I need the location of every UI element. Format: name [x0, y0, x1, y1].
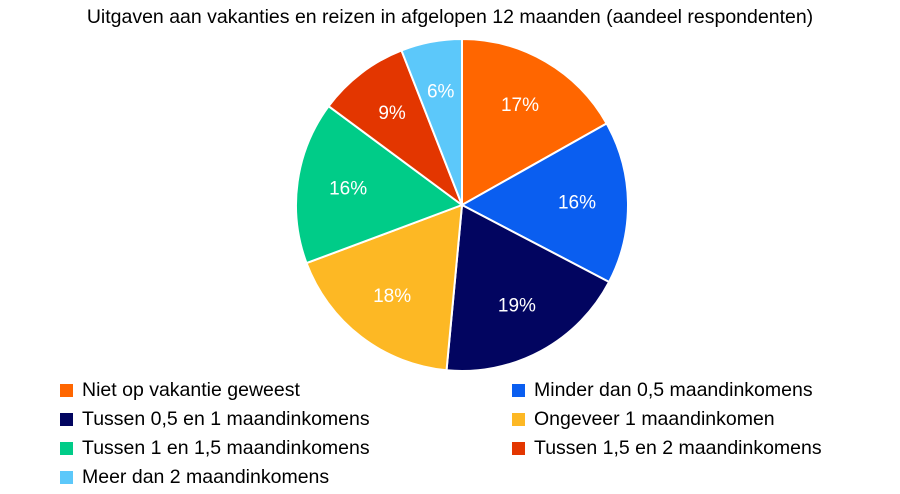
legend-item-5: Tussen 1 en 1,5 maandinkomens: [60, 435, 512, 461]
pie-slice-4: [305, 204, 463, 372]
data-label-3: 19%: [498, 296, 536, 317]
data-label-2: 16%: [558, 193, 596, 214]
pie-slice-1: [461, 38, 608, 206]
legend-swatch: [60, 412, 73, 426]
legend-label: Meer dan 2 maandinkomens: [82, 465, 330, 488]
data-label-7: 6%: [427, 82, 455, 103]
legend-item-7: Meer dan 2 maandinkomens: [60, 464, 512, 490]
pie-slice-2: [461, 122, 629, 283]
legend-swatch: [512, 412, 525, 426]
legend-swatch: [60, 470, 73, 484]
legend-label: Minder dan 0,5 maandinkomens: [534, 378, 813, 401]
legend-label: Tussen 1,5 en 2 maandinkomens: [534, 436, 822, 459]
legend-item-6: Tussen 1,5 en 2 maandinkomens: [512, 435, 880, 461]
legend-swatch: [512, 383, 525, 397]
pie-slice-3: [445, 204, 611, 372]
pie-chart: 17% 16% 19% 18% 16% 9% 6%: [295, 38, 629, 372]
chart-title: Uitgaven aan vakanties en reizen in afge…: [86, 6, 814, 28]
data-label-6: 9%: [378, 103, 406, 124]
legend-label: Tussen 0,5 en 1 maandinkomens: [82, 407, 370, 430]
pie-slice-7: [400, 38, 463, 206]
pie-slice-6: [327, 49, 463, 206]
legend-swatch: [60, 441, 73, 455]
data-label-1: 17%: [501, 95, 539, 116]
legend-label: Niet op vakantie geweest: [82, 378, 300, 401]
legend-item-2: Minder dan 0,5 maandinkomens: [512, 377, 880, 403]
legend-label: Tussen 1 en 1,5 maandinkomens: [82, 436, 370, 459]
legend-item-1: Niet op vakantie geweest: [60, 377, 512, 403]
legend-swatch: [512, 441, 525, 455]
legend-swatch: [60, 383, 73, 397]
legend-item-4: Ongeveer 1 maandinkomen: [512, 406, 880, 432]
legend-item-3: Tussen 0,5 en 1 maandinkomens: [60, 406, 512, 432]
data-label-4: 18%: [373, 286, 411, 307]
data-label-5: 16%: [329, 179, 367, 200]
legend-label: Ongeveer 1 maandinkomen: [534, 407, 775, 430]
legend: Niet op vakantie geweest Minder dan 0,5 m…: [60, 377, 880, 490]
pie-slice-5: [295, 105, 463, 265]
